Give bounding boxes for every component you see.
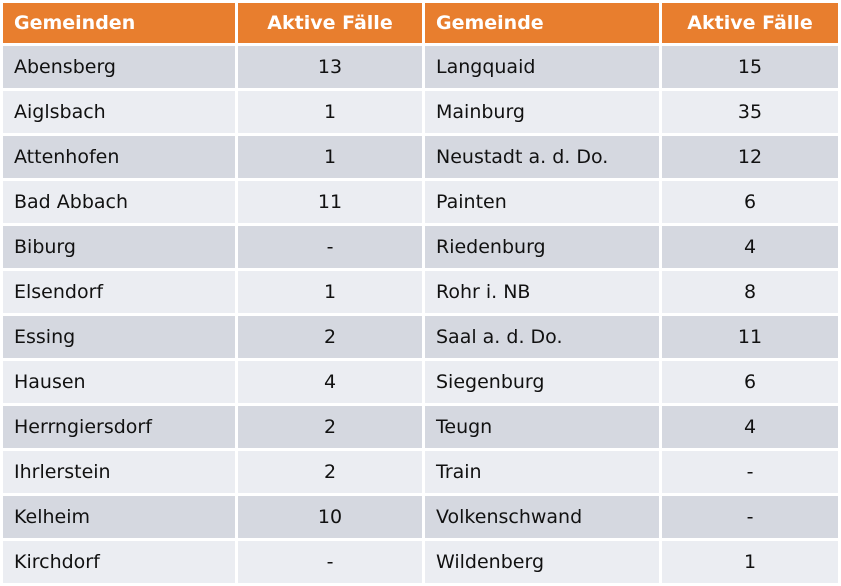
aktive-faelle-cell-right: 6 (662, 181, 838, 223)
table-row: Bad Abbach 11 Painten 6 (3, 181, 838, 223)
aktive-faelle-cell-right: 6 (662, 361, 838, 403)
aktive-faelle-cell-left: 2 (238, 316, 422, 358)
header-aktive-faelle-right: Aktive Fälle (662, 3, 838, 43)
gemeinde-name-cell-left: Essing (3, 316, 235, 358)
table-row: Aiglsbach 1 Mainburg 35 (3, 91, 838, 133)
table-row: Elsendorf 1 Rohr i. NB 8 (3, 271, 838, 313)
gemeinde-name-cell-right: Mainburg (425, 91, 659, 133)
aktive-faelle-cell-right: 11 (662, 316, 838, 358)
gemeinde-name-cell-right: Saal a. d. Do. (425, 316, 659, 358)
aktive-faelle-cell-right: 4 (662, 226, 838, 268)
gemeinde-name-cell-left: Elsendorf (3, 271, 235, 313)
gemeinde-name-cell-left: Kirchdorf (3, 541, 235, 583)
gemeinde-name-cell-right: Volkenschwand (425, 496, 659, 538)
aktive-faelle-cell-left: 10 (238, 496, 422, 538)
header-gemeinden: Gemeinden (3, 3, 235, 43)
gemeinde-name-cell-right: Langquaid (425, 46, 659, 88)
table-row: Biburg - Riedenburg 4 (3, 226, 838, 268)
gemeinde-name-cell-right: Riedenburg (425, 226, 659, 268)
gemeinde-name-cell-right: Siegenburg (425, 361, 659, 403)
aktive-faelle-cell-left: 1 (238, 271, 422, 313)
gemeinde-name-cell-right: Rohr i. NB (425, 271, 659, 313)
gemeinde-name-cell-left: Ihrlerstein (3, 451, 235, 493)
aktive-faelle-cell-left: 2 (238, 451, 422, 493)
table-row: Herrngiersdorf 2 Teugn 4 (3, 406, 838, 448)
gemeinde-name-cell-right: Wildenberg (425, 541, 659, 583)
header-gemeinde: Gemeinde (425, 3, 659, 43)
aktive-faelle-cell-right: - (662, 496, 838, 538)
table-header-row: Gemeinden Aktive Fälle Gemeinde Aktive F… (3, 3, 838, 43)
aktive-faelle-cell-right: 12 (662, 136, 838, 178)
header-aktive-faelle-left: Aktive Fälle (238, 3, 422, 43)
aktive-faelle-cell-right: 8 (662, 271, 838, 313)
gemeinde-name-cell-right: Teugn (425, 406, 659, 448)
aktive-faelle-cell-left: - (238, 226, 422, 268)
aktive-faelle-cell-left: 1 (238, 91, 422, 133)
gemeinde-name-cell-left: Biburg (3, 226, 235, 268)
aktive-faelle-cell-left: 13 (238, 46, 422, 88)
table-row: Hausen 4 Siegenburg 6 (3, 361, 838, 403)
gemeinde-name-cell-left: Abensberg (3, 46, 235, 88)
table-row: Ihrlerstein 2 Train - (3, 451, 838, 493)
aktive-faelle-cell-right: - (662, 451, 838, 493)
table-row: Kirchdorf - Wildenberg 1 (3, 541, 838, 583)
aktive-faelle-cell-right: 4 (662, 406, 838, 448)
aktive-faelle-cell-left: 11 (238, 181, 422, 223)
table-row: Abensberg 13 Langquaid 15 (3, 46, 838, 88)
aktive-faelle-cell-left: - (238, 541, 422, 583)
aktive-faelle-cell-left: 1 (238, 136, 422, 178)
table-row: Kelheim 10 Volkenschwand - (3, 496, 838, 538)
gemeinde-name-cell-right: Neustadt a. d. Do. (425, 136, 659, 178)
gemeinde-name-cell-left: Kelheim (3, 496, 235, 538)
gemeinde-name-cell-right: Train (425, 451, 659, 493)
gemeinde-name-cell-right: Painten (425, 181, 659, 223)
aktive-faelle-cell-right: 1 (662, 541, 838, 583)
table-body: Abensberg 13 Langquaid 15 Aiglsbach 1 Ma… (3, 46, 838, 583)
aktive-faelle-cell-right: 35 (662, 91, 838, 133)
aktive-faelle-cell-left: 4 (238, 361, 422, 403)
table-row: Attenhofen 1 Neustadt a. d. Do. 12 (3, 136, 838, 178)
gemeinde-name-cell-left: Aiglsbach (3, 91, 235, 133)
gemeinde-name-cell-left: Attenhofen (3, 136, 235, 178)
gemeinde-name-cell-left: Herrngiersdorf (3, 406, 235, 448)
gemeinde-name-cell-left: Bad Abbach (3, 181, 235, 223)
aktive-faelle-cell-left: 2 (238, 406, 422, 448)
gemeinde-name-cell-left: Hausen (3, 361, 235, 403)
table-row: Essing 2 Saal a. d. Do. 11 (3, 316, 838, 358)
aktive-faelle-cell-right: 15 (662, 46, 838, 88)
